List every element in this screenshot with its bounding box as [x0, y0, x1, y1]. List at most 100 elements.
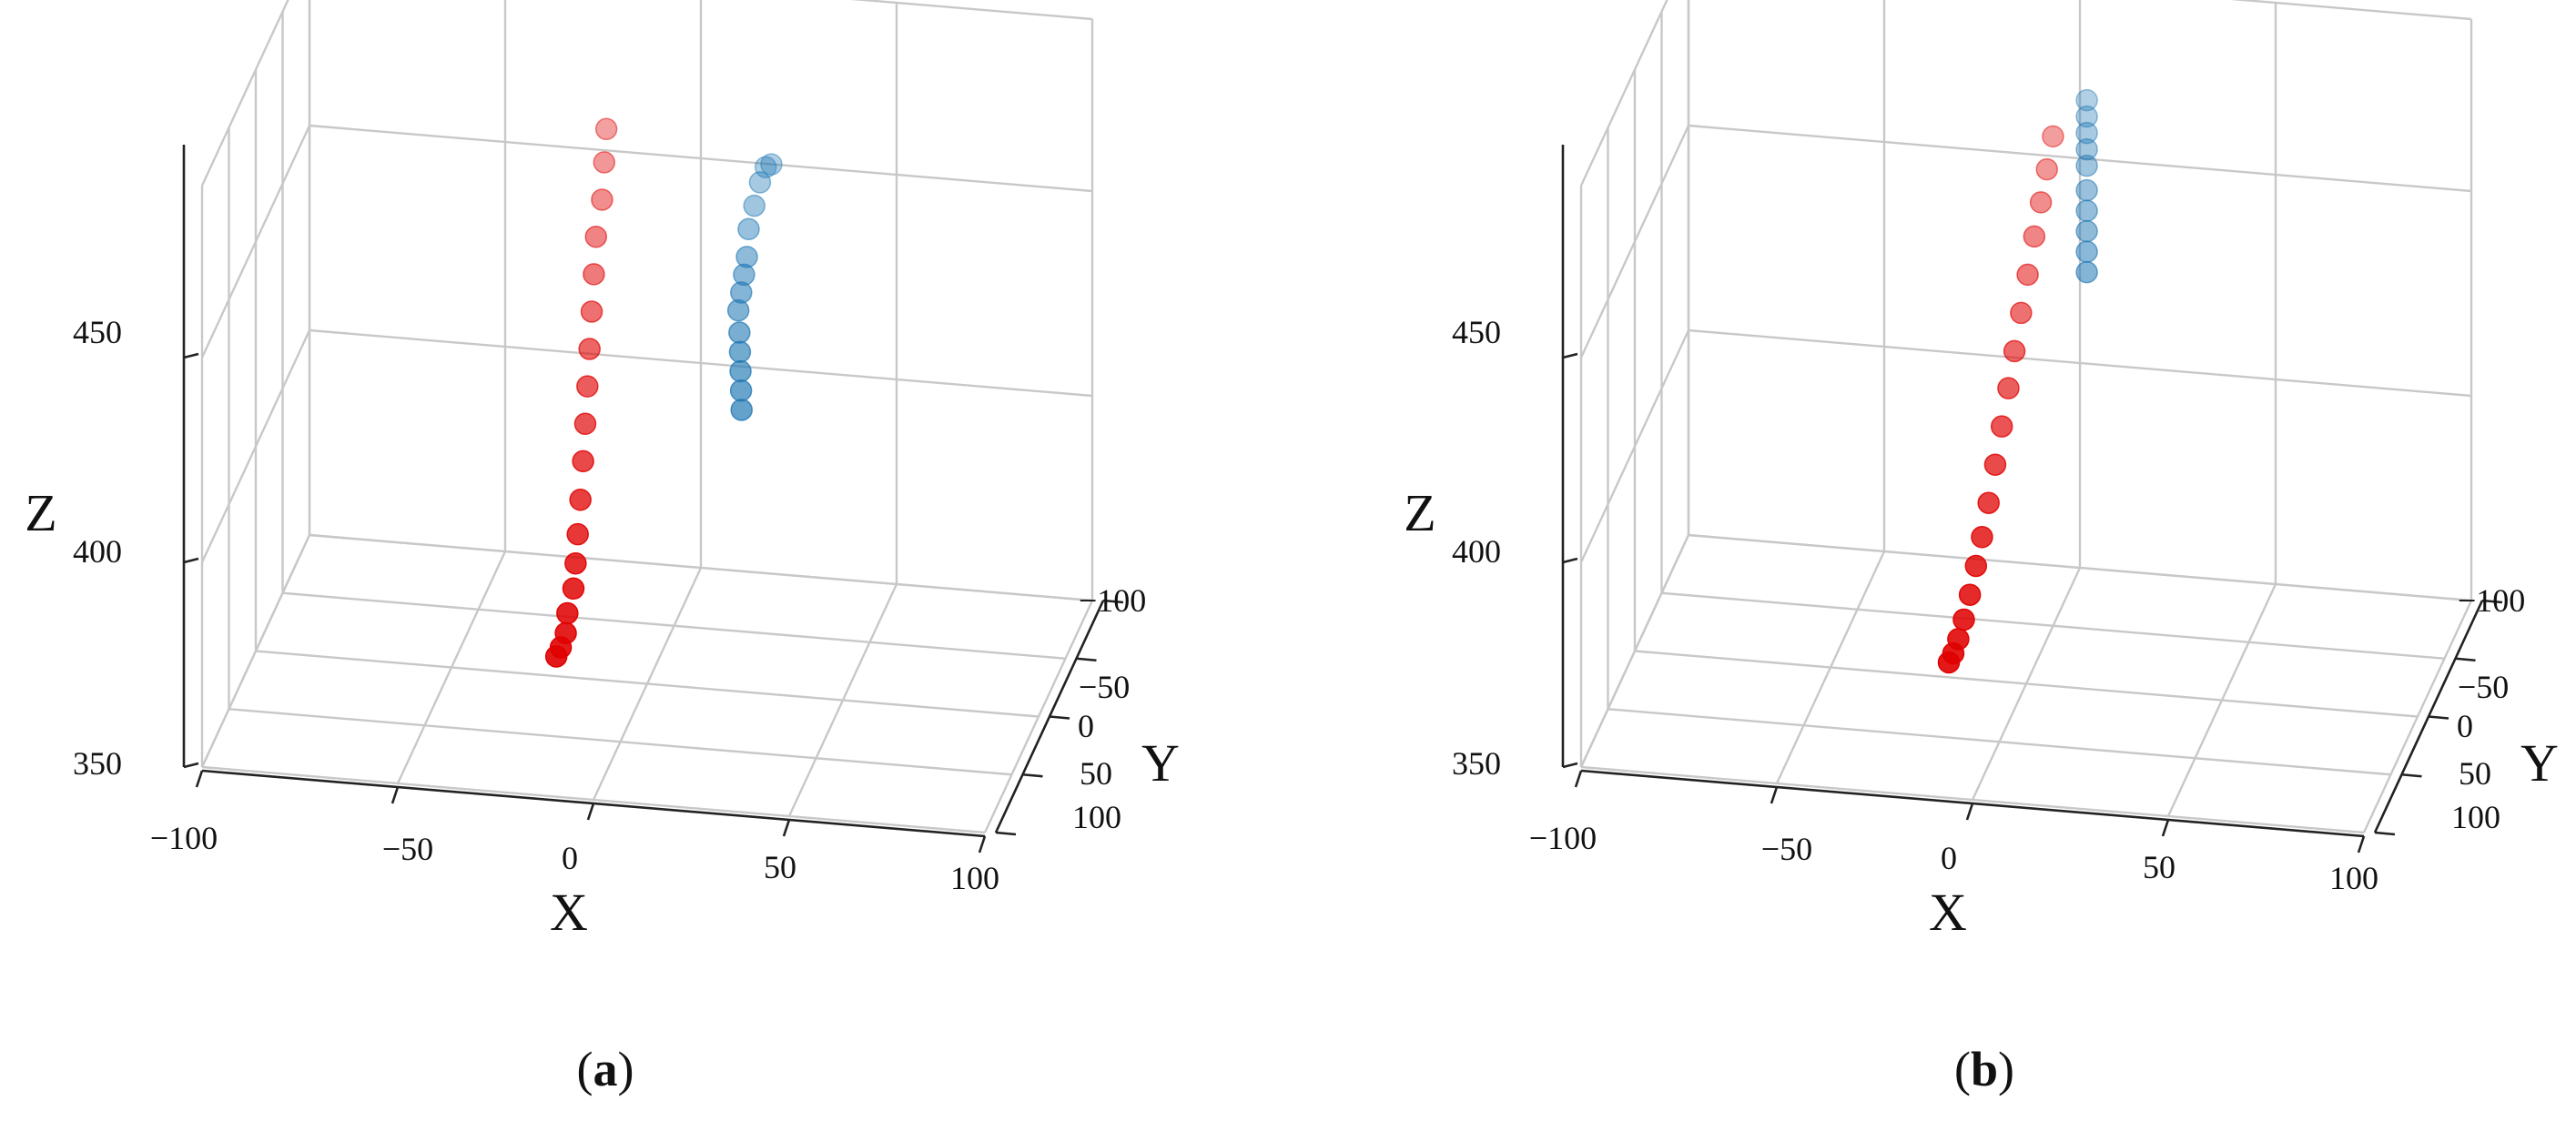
- scatter-point: [2075, 178, 2098, 202]
- y-tick-mark: [2428, 715, 2449, 720]
- floor-grid-line: [1634, 650, 2419, 718]
- scatter-point: [2016, 263, 2039, 287]
- z-tick-mark: [183, 352, 199, 359]
- floor-grid-line: [228, 708, 1012, 776]
- scatter-point: [594, 117, 618, 141]
- x-tick-mark: [1574, 770, 1583, 788]
- y-tick-label: 50: [1080, 755, 1112, 792]
- y-tick-label: −50: [1079, 669, 1130, 705]
- scatter-point: [729, 359, 752, 383]
- scatter-point: [572, 449, 594, 473]
- scatter-point: [573, 412, 597, 435]
- panel-label: (a): [577, 1042, 634, 1096]
- z-tick-mark: [1562, 762, 1578, 769]
- scatter-point: [544, 645, 568, 668]
- scatter-point: [578, 338, 601, 360]
- grid-lines: [200, 0, 1094, 834]
- x-tick-mark: [586, 803, 595, 821]
- z-tick-label: 350: [73, 745, 122, 782]
- scatter-point: [2042, 125, 2064, 148]
- side-wall-grid-line: [1579, 0, 1668, 187]
- y-tick-mark: [1022, 773, 1043, 778]
- y-tick-label: −100: [1079, 582, 1146, 619]
- y-tick-mark: [1049, 715, 1070, 720]
- scatter-point: [1990, 415, 2013, 438]
- z-axis-title: Z: [25, 483, 56, 542]
- back-wall-grid-line: [1688, 533, 2472, 602]
- scatter-point: [2075, 219, 2098, 243]
- grid-lines: [1579, 0, 2473, 834]
- scatter-point: [735, 246, 758, 268]
- y-axis-title: Y: [2520, 733, 2559, 793]
- x-tick-mark: [1965, 803, 1974, 821]
- scatter-point: [728, 340, 752, 364]
- panel-label: (b): [1954, 1042, 2014, 1096]
- back-wall-grid-line: [1688, 328, 2472, 398]
- z-tick-label: 450: [73, 314, 122, 350]
- y-tick-mark: [2481, 599, 2503, 604]
- side-wall-grid-line: [1579, 125, 1690, 359]
- back-wall-grid-line: [2229, 0, 2472, 21]
- back-wall-grid-line: [309, 328, 1093, 398]
- floor-grid-line: [255, 650, 1040, 718]
- back-wall-grid-line: [850, 0, 1093, 21]
- side-wall-grid-line: [200, 0, 289, 187]
- x-tick-label: −50: [382, 831, 433, 867]
- chart-panel-b: −100 −50 0 50 100−100−50050100350400450XYZ(b…: [1404, 0, 2559, 1096]
- side-wall-grid-line: [200, 329, 311, 563]
- floor-grid-line: [201, 765, 986, 834]
- x-tick-mark: [195, 770, 204, 788]
- scatter-point: [2035, 157, 2059, 181]
- z-tick-mark: [1562, 557, 1578, 564]
- scatter-point: [2075, 260, 2098, 284]
- x-tick-label: −100: [1529, 820, 1597, 856]
- y-tick-mark: [2455, 657, 2476, 662]
- scatter-point: [569, 488, 592, 511]
- side-wall-grid-line: [200, 125, 311, 359]
- y-tick-label: 0: [1078, 708, 1094, 744]
- scatter-point: [2075, 121, 2098, 145]
- x-tick-mark: [390, 786, 400, 804]
- scatter-point: [748, 171, 772, 194]
- axes: [182, 145, 1124, 853]
- y-tick-label: −50: [2458, 669, 2509, 705]
- scatter-point: [593, 151, 616, 174]
- scatter-point: [737, 217, 760, 241]
- y-tick-mark: [1102, 599, 1124, 604]
- z-tick-label: 350: [1452, 745, 1501, 782]
- y-tick-mark: [2374, 831, 2396, 836]
- scatter-point: [562, 577, 585, 601]
- scatter-point: [760, 153, 783, 176]
- x-tick-label: 0: [1941, 840, 1957, 876]
- floor-grid-line: [282, 591, 1066, 660]
- floor-grid-line: [1607, 708, 2391, 776]
- z-tick-mark: [183, 762, 199, 769]
- data-points: [1937, 88, 2098, 674]
- y-tick-mark: [995, 831, 1017, 836]
- scatter-point: [2075, 105, 2098, 128]
- x-tick-mark: [782, 819, 791, 837]
- scatter-point: [591, 188, 614, 211]
- scatter-point: [583, 263, 605, 286]
- x-tick-label: −50: [1761, 831, 1812, 867]
- scatter-point: [743, 194, 766, 217]
- x-tick-label: −100: [150, 820, 218, 856]
- scatter-point: [1971, 525, 1993, 549]
- scatter-point: [733, 263, 756, 287]
- x-tick-mark: [1770, 786, 1779, 804]
- floor-grid-line: [1580, 765, 2365, 834]
- scatter-point: [1983, 453, 2007, 476]
- scatter-point: [1958, 583, 1982, 606]
- x-tick-label: 50: [764, 849, 796, 885]
- x-tick-label: 0: [562, 840, 578, 876]
- y-tick-label: 0: [2457, 708, 2473, 744]
- y-tick-label: 100: [1072, 799, 1121, 835]
- scatter-point: [566, 522, 589, 546]
- floor-grid-line: [1661, 591, 2445, 660]
- y-tick-mark: [2401, 773, 2422, 778]
- x-tick-label: 100: [2329, 860, 2378, 896]
- scatter-point: [580, 300, 603, 323]
- scatter-point: [729, 379, 753, 402]
- scatter-point: [584, 226, 608, 248]
